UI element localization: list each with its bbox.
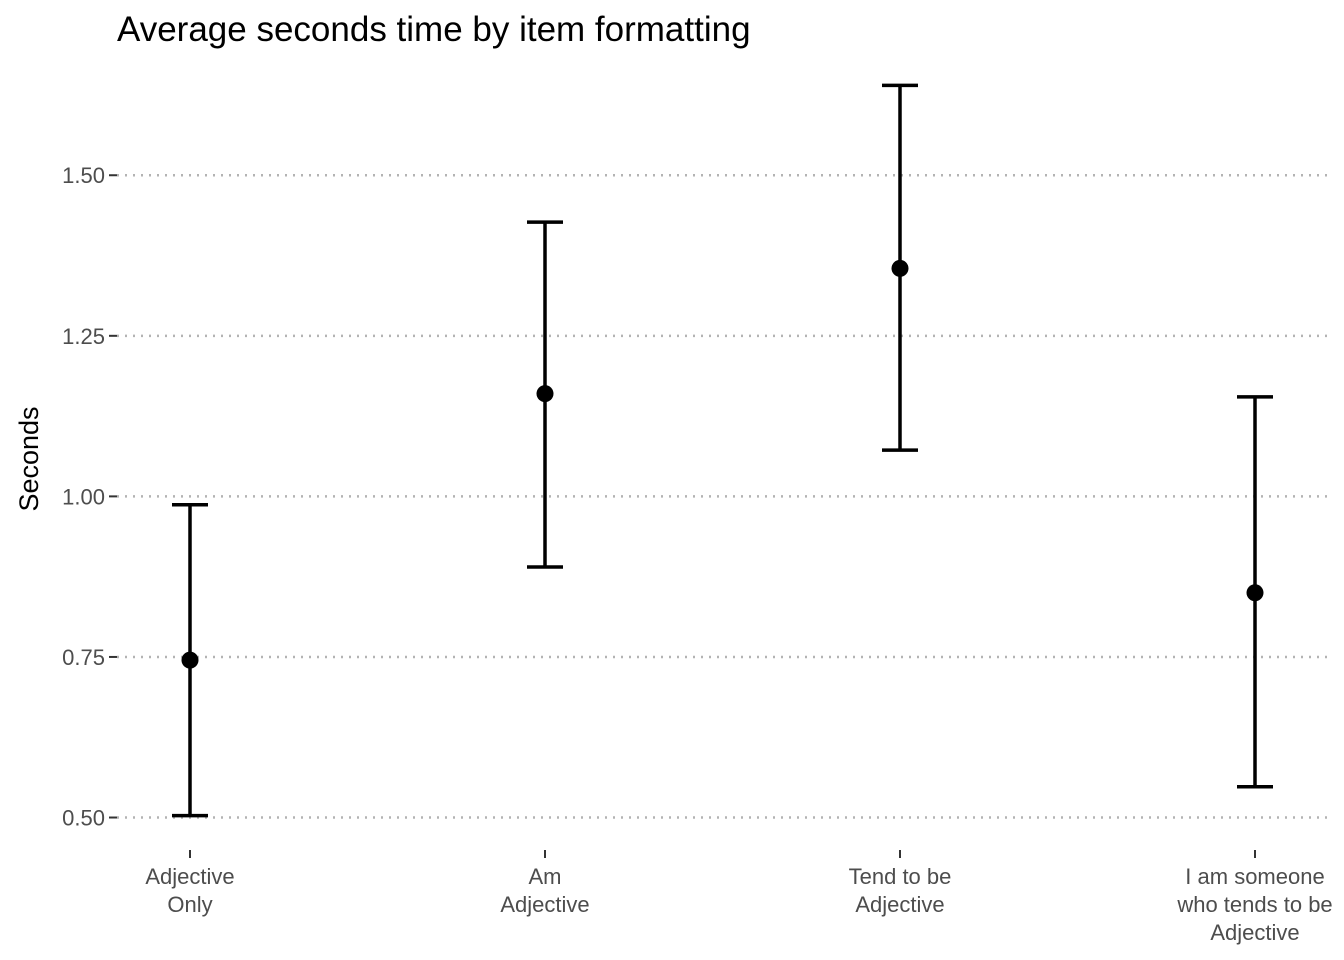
mean-point — [536, 385, 554, 403]
x-tick-label-line: who tends to be — [1176, 892, 1332, 917]
x-tick-label-line: Adjective — [500, 892, 589, 917]
errorbar-group — [882, 83, 918, 452]
x-tick-label-line: Only — [167, 892, 212, 917]
x-tick-label: Am Adjective — [500, 864, 589, 917]
y-tick-label: 0.75 — [62, 645, 105, 670]
x-tick-label: Tend to be Adjective — [849, 864, 952, 917]
y-axis-label: Seconds — [14, 406, 44, 511]
x-tick-label-line: Adjective — [145, 864, 234, 889]
x-tick-label-line: I am someone — [1185, 864, 1324, 889]
y-tick-label: 1.50 — [62, 163, 105, 188]
mean-point — [891, 259, 909, 277]
plot-marks — [172, 83, 1273, 818]
x-tick-label: I am someone who tends to be Adjective — [1176, 864, 1332, 945]
x-tick-label: Adjective Only — [145, 864, 234, 917]
errorbar-group — [527, 220, 563, 569]
x-tick-label-line: Am — [529, 864, 562, 889]
errorbar-group — [1237, 395, 1273, 789]
y-tick-label: 0.50 — [62, 806, 105, 831]
chart-title: Average seconds time by item formatting — [117, 10, 751, 49]
x-axis: Adjective Only Am Adjective Tend to be Adject… — [145, 850, 1333, 945]
y-tick-label: 1.25 — [62, 324, 105, 349]
y-axis: 0.50 0.75 1.00 1.25 1.50 — [62, 163, 117, 831]
mean-point — [181, 651, 199, 669]
x-tick-label-line: Tend to be — [849, 864, 952, 889]
errorbar-group — [172, 502, 208, 818]
x-tick-label-line: Adjective — [855, 892, 944, 917]
grid-layer — [117, 173, 1332, 819]
mean-point — [1246, 584, 1264, 602]
y-tick-label: 1.00 — [62, 484, 105, 509]
x-tick-label-line: Adjective — [1210, 920, 1299, 945]
